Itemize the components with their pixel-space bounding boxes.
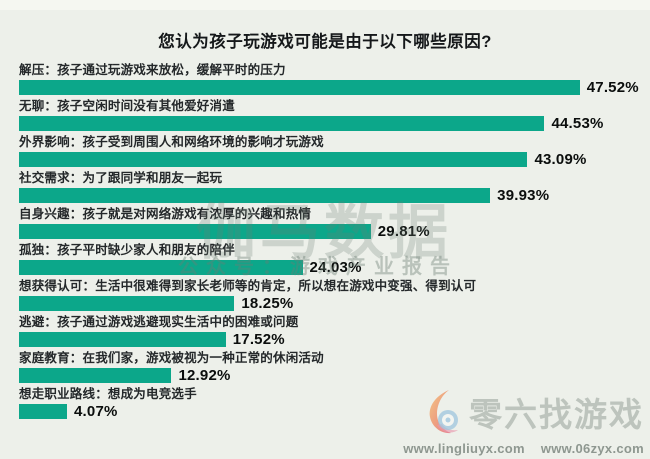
bar	[19, 332, 226, 347]
bar	[19, 404, 68, 419]
bar-label: 无聊：孩子空闲时间没有其他爱好消遣	[19, 99, 235, 113]
bar-value: 43.09%	[534, 151, 587, 168]
bar-row: 社交需求：为了跟同学和朋友一起玩 39.93%	[19, 171, 650, 204]
bar-value: 39.93%	[497, 187, 550, 204]
logo-url-right: www.06zyx.com	[540, 441, 644, 456]
page-title: 您认为孩子玩游戏可能是由于以下哪些原因?	[158, 33, 492, 51]
bar-value: 47.52%	[586, 79, 639, 96]
bar-track: 47.52%	[19, 79, 650, 96]
bar-label: 想走职业路线：想成为电竞选手	[19, 387, 197, 401]
bar-track: 12.92%	[19, 367, 650, 384]
bar	[19, 224, 371, 239]
bar	[19, 368, 172, 383]
bar	[19, 296, 235, 311]
bar-track: 29.81%	[19, 223, 650, 240]
bar-row: 解压：孩子通过玩游戏来放松，缓解平时的压力 47.52%	[19, 63, 650, 96]
bar-label: 逃避：孩子通过游戏逃避现实生活中的困难或问题	[19, 315, 299, 329]
bar-row: 想走职业路线：想成为电竞选手 4.07%	[19, 387, 650, 420]
bar-value: 17.52%	[232, 331, 285, 348]
bar-label: 家庭教育：在我们家，游戏被视为一种正常的休闲活动	[19, 351, 324, 365]
bar-value: 4.07%	[74, 403, 118, 420]
bar-track: 43.09%	[19, 151, 650, 168]
bar-row: 孤独：孩子平时缺少家人和朋友的陪伴 24.03%	[19, 243, 650, 276]
bar-row: 想获得认可：生活中很难得到家长老师等的肯定，所以想在游戏中变强、得到认可 18.2…	[19, 279, 650, 312]
bar-track: 17.52%	[19, 331, 650, 348]
bar-track: 39.93%	[19, 187, 650, 204]
bar-label: 解压：孩子通过玩游戏来放松，缓解平时的压力	[19, 63, 286, 77]
bar-value: 44.53%	[551, 115, 604, 132]
top-strip	[0, 0, 650, 10]
bar-track: 44.53%	[19, 115, 650, 132]
bar-row: 逃避：孩子通过游戏逃避现实生活中的困难或问题 17.52%	[19, 315, 650, 348]
bar-label: 外界影响：孩子受到周围人和网络环境的影响才玩游戏	[19, 135, 324, 149]
bar-row: 外界影响：孩子受到周围人和网络环境的影响才玩游戏 43.09%	[19, 135, 650, 168]
bar-value: 18.25%	[241, 295, 294, 312]
bar	[19, 260, 303, 275]
bar-track: 18.25%	[19, 295, 650, 312]
bar-track: 4.07%	[19, 403, 650, 420]
bar-label: 自身兴趣：孩子就是对网络游戏有浓厚的兴趣和热情	[19, 207, 312, 221]
bar-value: 29.81%	[377, 223, 430, 240]
bar-label: 孤独：孩子平时缺少家人和朋友的陪伴	[19, 243, 235, 257]
bar-label: 社交需求：为了跟同学和朋友一起玩	[19, 171, 223, 185]
bar-row: 无聊：孩子空闲时间没有其他爱好消遣 44.53%	[19, 99, 650, 132]
bar-row: 家庭教育：在我们家，游戏被视为一种正常的休闲活动 12.92%	[19, 351, 650, 384]
bar-value: 12.92%	[178, 367, 231, 384]
bar-row: 自身兴趣：孩子就是对网络游戏有浓厚的兴趣和热情 29.81%	[19, 207, 650, 240]
logo-url-left: www.lingliuyx.com	[403, 441, 525, 456]
bar	[19, 80, 580, 95]
bar-value: 24.03%	[309, 259, 362, 276]
bar	[19, 188, 491, 203]
logo-urls: www.lingliuyx.com www.06zyx.com	[403, 441, 644, 456]
bar	[19, 116, 545, 131]
bar	[19, 152, 528, 167]
bar-track: 24.03%	[19, 259, 650, 276]
bar-label: 想获得认可：生活中很难得到家长老师等的肯定，所以想在游戏中变强、得到认可	[19, 279, 477, 293]
bar-chart: 解压：孩子通过玩游戏来放松，缓解平时的压力 47.52% 无聊：孩子空闲时间没有其他…	[19, 63, 650, 423]
